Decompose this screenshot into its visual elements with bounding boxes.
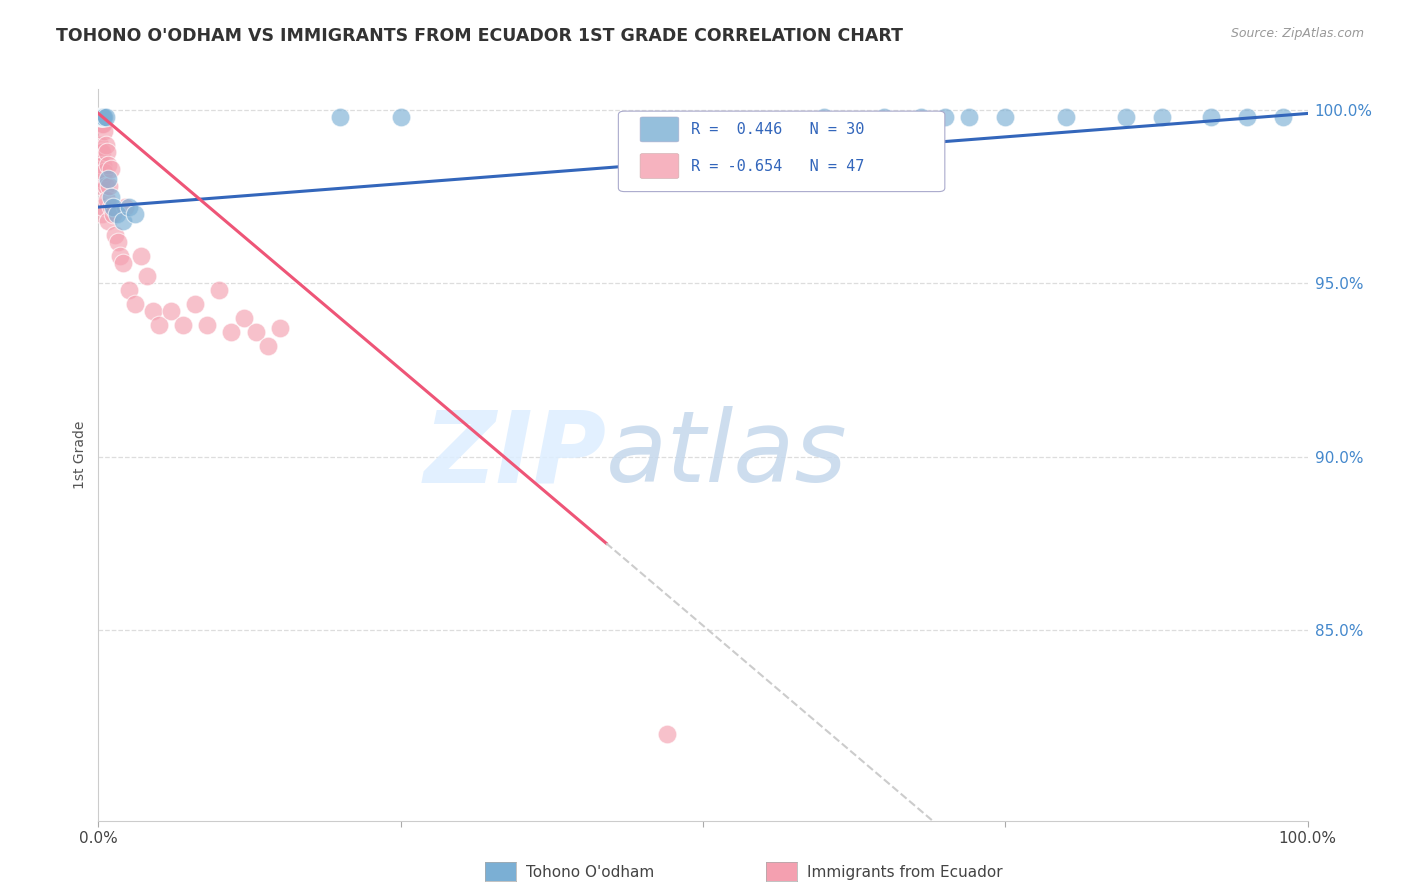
Point (91, 110, 114, 124)
Point (97, 214, 120, 228)
Point (100, 189, 122, 203)
Text: Source: ZipAtlas.com: Source: ZipAtlas.com (1230, 27, 1364, 40)
Point (813, 110, 835, 124)
Text: R =  0.446   N = 30: R = 0.446 N = 30 (690, 122, 865, 137)
Point (97, 158, 120, 172)
Point (934, 110, 956, 124)
Point (111, 214, 134, 228)
Point (208, 283, 231, 297)
Point (142, 304, 165, 318)
Point (195, 318, 218, 332)
Point (994, 110, 1017, 124)
FancyBboxPatch shape (640, 153, 679, 178)
Point (655, 727, 678, 741)
Point (118, 283, 141, 297)
Point (91, 110, 114, 124)
Point (91, 207, 114, 221)
Point (232, 310, 254, 325)
Point (94, 110, 117, 124)
Point (89, 110, 111, 124)
Point (221, 325, 243, 339)
Point (97, 172, 120, 186)
Point (89, 110, 111, 124)
Point (100, 200, 122, 214)
Point (89, 110, 111, 124)
FancyBboxPatch shape (640, 117, 679, 142)
Point (91, 117, 114, 131)
Point (910, 110, 932, 124)
Text: R = -0.654   N = 47: R = -0.654 N = 47 (690, 159, 865, 174)
Point (90, 179, 112, 194)
Point (108, 249, 131, 263)
Point (91, 200, 114, 214)
Point (135, 269, 157, 284)
Point (389, 110, 412, 124)
Point (94, 137, 117, 152)
Point (957, 110, 980, 124)
Point (90, 110, 112, 124)
Point (93, 124, 115, 138)
Point (91, 110, 114, 124)
Y-axis label: 1st Grade: 1st Grade (73, 421, 87, 489)
Point (129, 249, 152, 263)
Point (93, 110, 115, 124)
Point (1152, 110, 1174, 124)
Point (101, 200, 124, 214)
Point (148, 318, 170, 332)
Text: Immigrants from Ecuador: Immigrants from Ecuador (807, 865, 1002, 880)
Point (98, 179, 121, 194)
Point (184, 297, 207, 311)
Point (1115, 110, 1137, 124)
Point (124, 297, 146, 311)
Point (100, 161, 122, 176)
Point (105, 207, 128, 221)
Point (107, 235, 129, 249)
Point (114, 200, 136, 214)
Point (1054, 110, 1077, 124)
Point (94, 179, 117, 194)
Point (160, 304, 183, 318)
FancyBboxPatch shape (619, 112, 945, 192)
Point (91, 145, 114, 159)
Point (89, 155, 111, 169)
Point (256, 339, 278, 353)
Point (245, 325, 267, 339)
Point (101, 207, 124, 221)
Point (90, 117, 112, 131)
Point (329, 110, 352, 124)
Point (118, 200, 141, 214)
Point (90, 145, 112, 159)
Point (111, 255, 134, 269)
Point (96, 193, 118, 207)
Point (93, 165, 115, 179)
Point (89, 137, 111, 152)
Point (1236, 110, 1258, 124)
Point (269, 321, 291, 335)
Point (104, 227, 127, 242)
Text: Tohono O'odham: Tohono O'odham (526, 865, 654, 880)
Point (1272, 110, 1295, 124)
Text: TOHONO O'ODHAM VS IMMIGRANTS FROM ECUADOR 1ST GRADE CORRELATION CHART: TOHONO O'ODHAM VS IMMIGRANTS FROM ECUADO… (56, 27, 903, 45)
Text: atlas: atlas (606, 407, 848, 503)
Point (91, 172, 114, 186)
Text: ZIP: ZIP (423, 407, 606, 503)
Point (172, 318, 194, 332)
Point (1199, 110, 1222, 124)
Point (91, 158, 114, 172)
Point (873, 110, 896, 124)
Point (124, 207, 146, 221)
Point (91, 117, 114, 131)
Point (91, 110, 114, 124)
Point (96, 145, 118, 159)
